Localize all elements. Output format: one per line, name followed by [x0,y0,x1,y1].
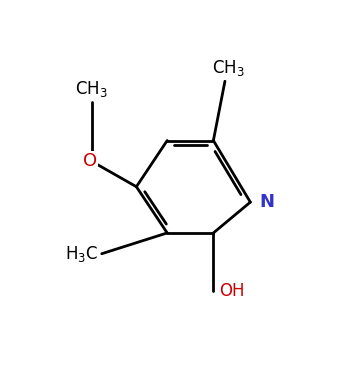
Text: OH: OH [219,282,245,300]
Text: H$_3$C: H$_3$C [66,244,99,264]
Text: O: O [83,152,97,170]
Text: CH$_3$: CH$_3$ [75,79,108,99]
Text: N: N [259,193,275,211]
Text: CH$_3$: CH$_3$ [211,58,244,78]
